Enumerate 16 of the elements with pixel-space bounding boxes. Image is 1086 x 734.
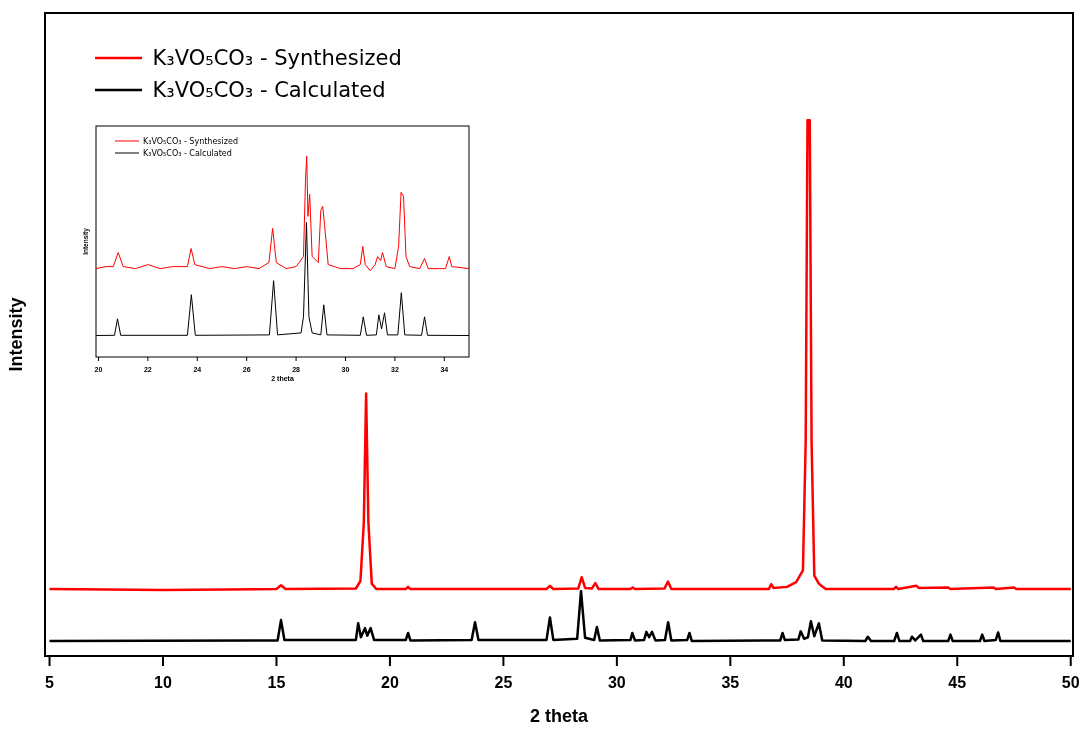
x-tick-label: 15 bbox=[267, 673, 286, 691]
x-tick-label: 25 bbox=[494, 673, 513, 691]
x-tick-label: 50 bbox=[1061, 673, 1080, 691]
x-axis-title: 2 theta bbox=[529, 706, 589, 726]
x-tick-label: 40 bbox=[834, 673, 853, 691]
x-tick-label: 20 bbox=[381, 673, 399, 691]
legend-label: K₃VO₅CO₃ - Calculated bbox=[152, 78, 386, 103]
x-tick-label: 10 bbox=[154, 673, 172, 691]
x-tick-label: 45 bbox=[948, 673, 967, 691]
legend-label: K₃VO₅CO₃ - Calculated bbox=[143, 148, 232, 158]
x-tick-label: 30 bbox=[607, 673, 626, 691]
x-tick-label: 35 bbox=[721, 673, 740, 691]
legend-label: K₃VO₅CO₃ - Synthesized bbox=[143, 136, 238, 146]
x-tick-label: 5 bbox=[45, 673, 55, 691]
legend-label: K₃VO₅CO₃ - Synthesized bbox=[152, 46, 402, 71]
y-axis-title: Intensity bbox=[6, 297, 26, 372]
